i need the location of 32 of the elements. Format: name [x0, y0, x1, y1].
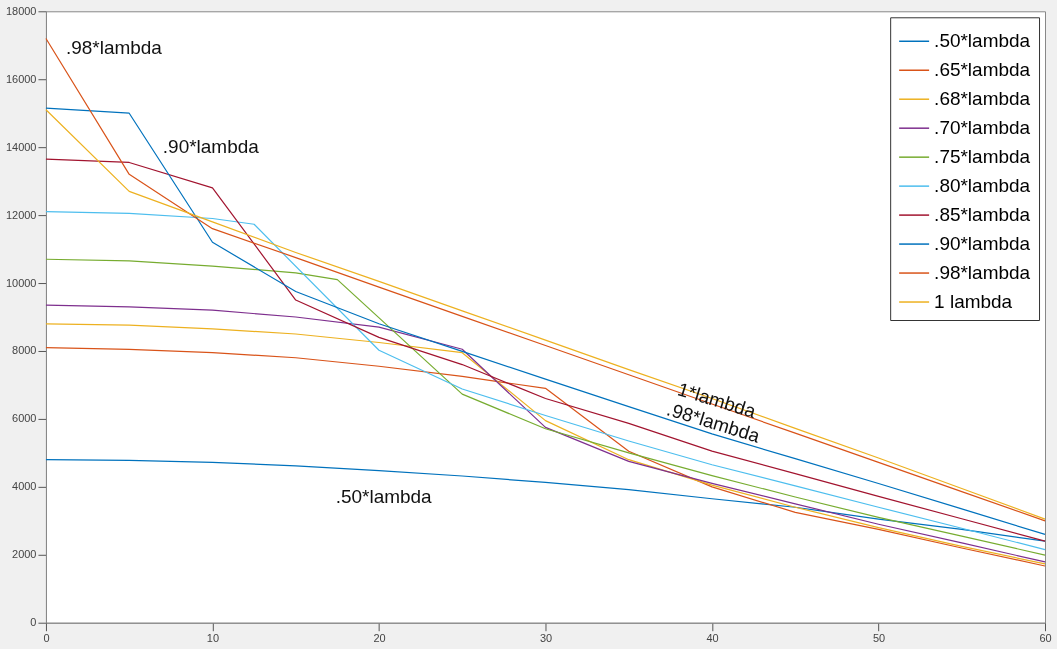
x-tick-label: 10 [206, 632, 220, 645]
y-tick-label: 0 [30, 616, 37, 629]
line-series [45, 258, 1046, 556]
y-tick-label: 18000 [5, 4, 37, 17]
legend-label: .68*lambda [934, 88, 1031, 110]
x-tick-label: 30 [539, 632, 553, 645]
y-tick-label: 6000 [12, 412, 37, 425]
annotation: .50*lambda [335, 485, 433, 507]
annotation: .90*lambda [162, 136, 260, 158]
y-tick-label: 4000 [12, 480, 37, 493]
legend-label: .75*lambda [934, 146, 1031, 168]
annotation: .98*lambda [65, 37, 163, 59]
legend-label: 1 lambda [934, 291, 1013, 313]
y-tick-label: 14000 [5, 140, 37, 153]
x-tick-label: 0 [43, 632, 50, 645]
y-tick-label: 16000 [5, 72, 37, 85]
y-tick-label: 2000 [12, 548, 37, 561]
legend-label: .85*lambda [934, 204, 1031, 226]
y-tick-label: 8000 [12, 344, 37, 357]
y-tick-label: 12000 [5, 208, 37, 221]
legend-label: .80*lambda [934, 175, 1031, 197]
x-tick-label: 40 [706, 632, 719, 645]
legend-label: .90*lambda [934, 233, 1031, 255]
x-tick-label: 20 [373, 632, 386, 645]
legend-label: .70*lambda [934, 117, 1031, 139]
y-tick-label: 10000 [5, 276, 37, 289]
legend-label: .98*lambda [934, 262, 1031, 284]
line-series [45, 459, 1046, 542]
legend-label: .50*lambda [934, 30, 1031, 52]
legend-label: .65*lambda [934, 59, 1031, 81]
x-tick-label: 60 [1039, 632, 1052, 645]
x-tick-label: 50 [872, 632, 886, 645]
